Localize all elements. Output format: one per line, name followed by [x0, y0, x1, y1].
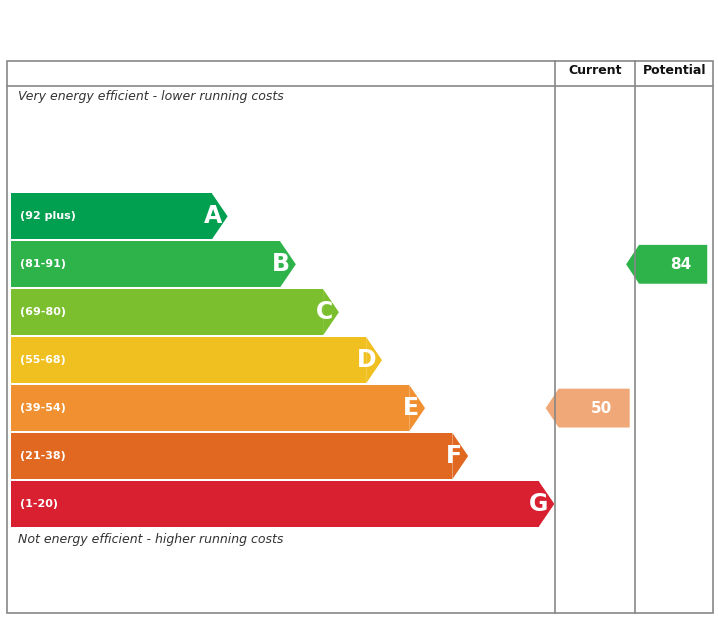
Text: G: G	[529, 492, 549, 516]
Text: Potential: Potential	[643, 64, 706, 77]
Text: D: D	[357, 348, 376, 372]
Bar	[11, 193, 212, 240]
Text: (39-54): (39-54)	[20, 403, 66, 413]
Polygon shape	[280, 241, 296, 287]
Polygon shape	[212, 193, 228, 240]
Text: (92 plus): (92 plus)	[20, 211, 76, 222]
Bar	[11, 481, 538, 527]
Polygon shape	[626, 245, 707, 284]
Text: Very energy efficient - lower running costs: Very energy efficient - lower running co…	[18, 90, 284, 103]
Text: (1-20): (1-20)	[20, 499, 58, 509]
Bar	[11, 289, 323, 335]
Text: 50: 50	[591, 400, 612, 415]
Text: Energy Efficiency Rating: Energy Efficiency Rating	[11, 14, 413, 41]
Polygon shape	[452, 433, 468, 479]
Text: 84: 84	[670, 257, 691, 272]
Text: Not energy efficient - higher running costs: Not energy efficient - higher running co…	[18, 534, 284, 547]
Bar	[11, 385, 409, 431]
Text: C: C	[316, 300, 333, 324]
Text: B: B	[272, 253, 290, 276]
Polygon shape	[538, 481, 554, 527]
Polygon shape	[409, 385, 425, 431]
Text: (21-38): (21-38)	[20, 451, 66, 461]
Bar	[11, 433, 452, 479]
Text: (55-68): (55-68)	[20, 355, 66, 365]
Text: (69-80): (69-80)	[20, 307, 66, 317]
Text: F: F	[447, 444, 462, 468]
Text: (81-91): (81-91)	[20, 259, 66, 269]
Polygon shape	[366, 337, 382, 383]
Text: E: E	[404, 396, 419, 420]
Bar	[11, 337, 366, 383]
Polygon shape	[323, 289, 339, 335]
Text: Current: Current	[569, 64, 622, 77]
Text: A: A	[204, 204, 222, 228]
Polygon shape	[546, 389, 630, 428]
Bar	[11, 241, 280, 287]
